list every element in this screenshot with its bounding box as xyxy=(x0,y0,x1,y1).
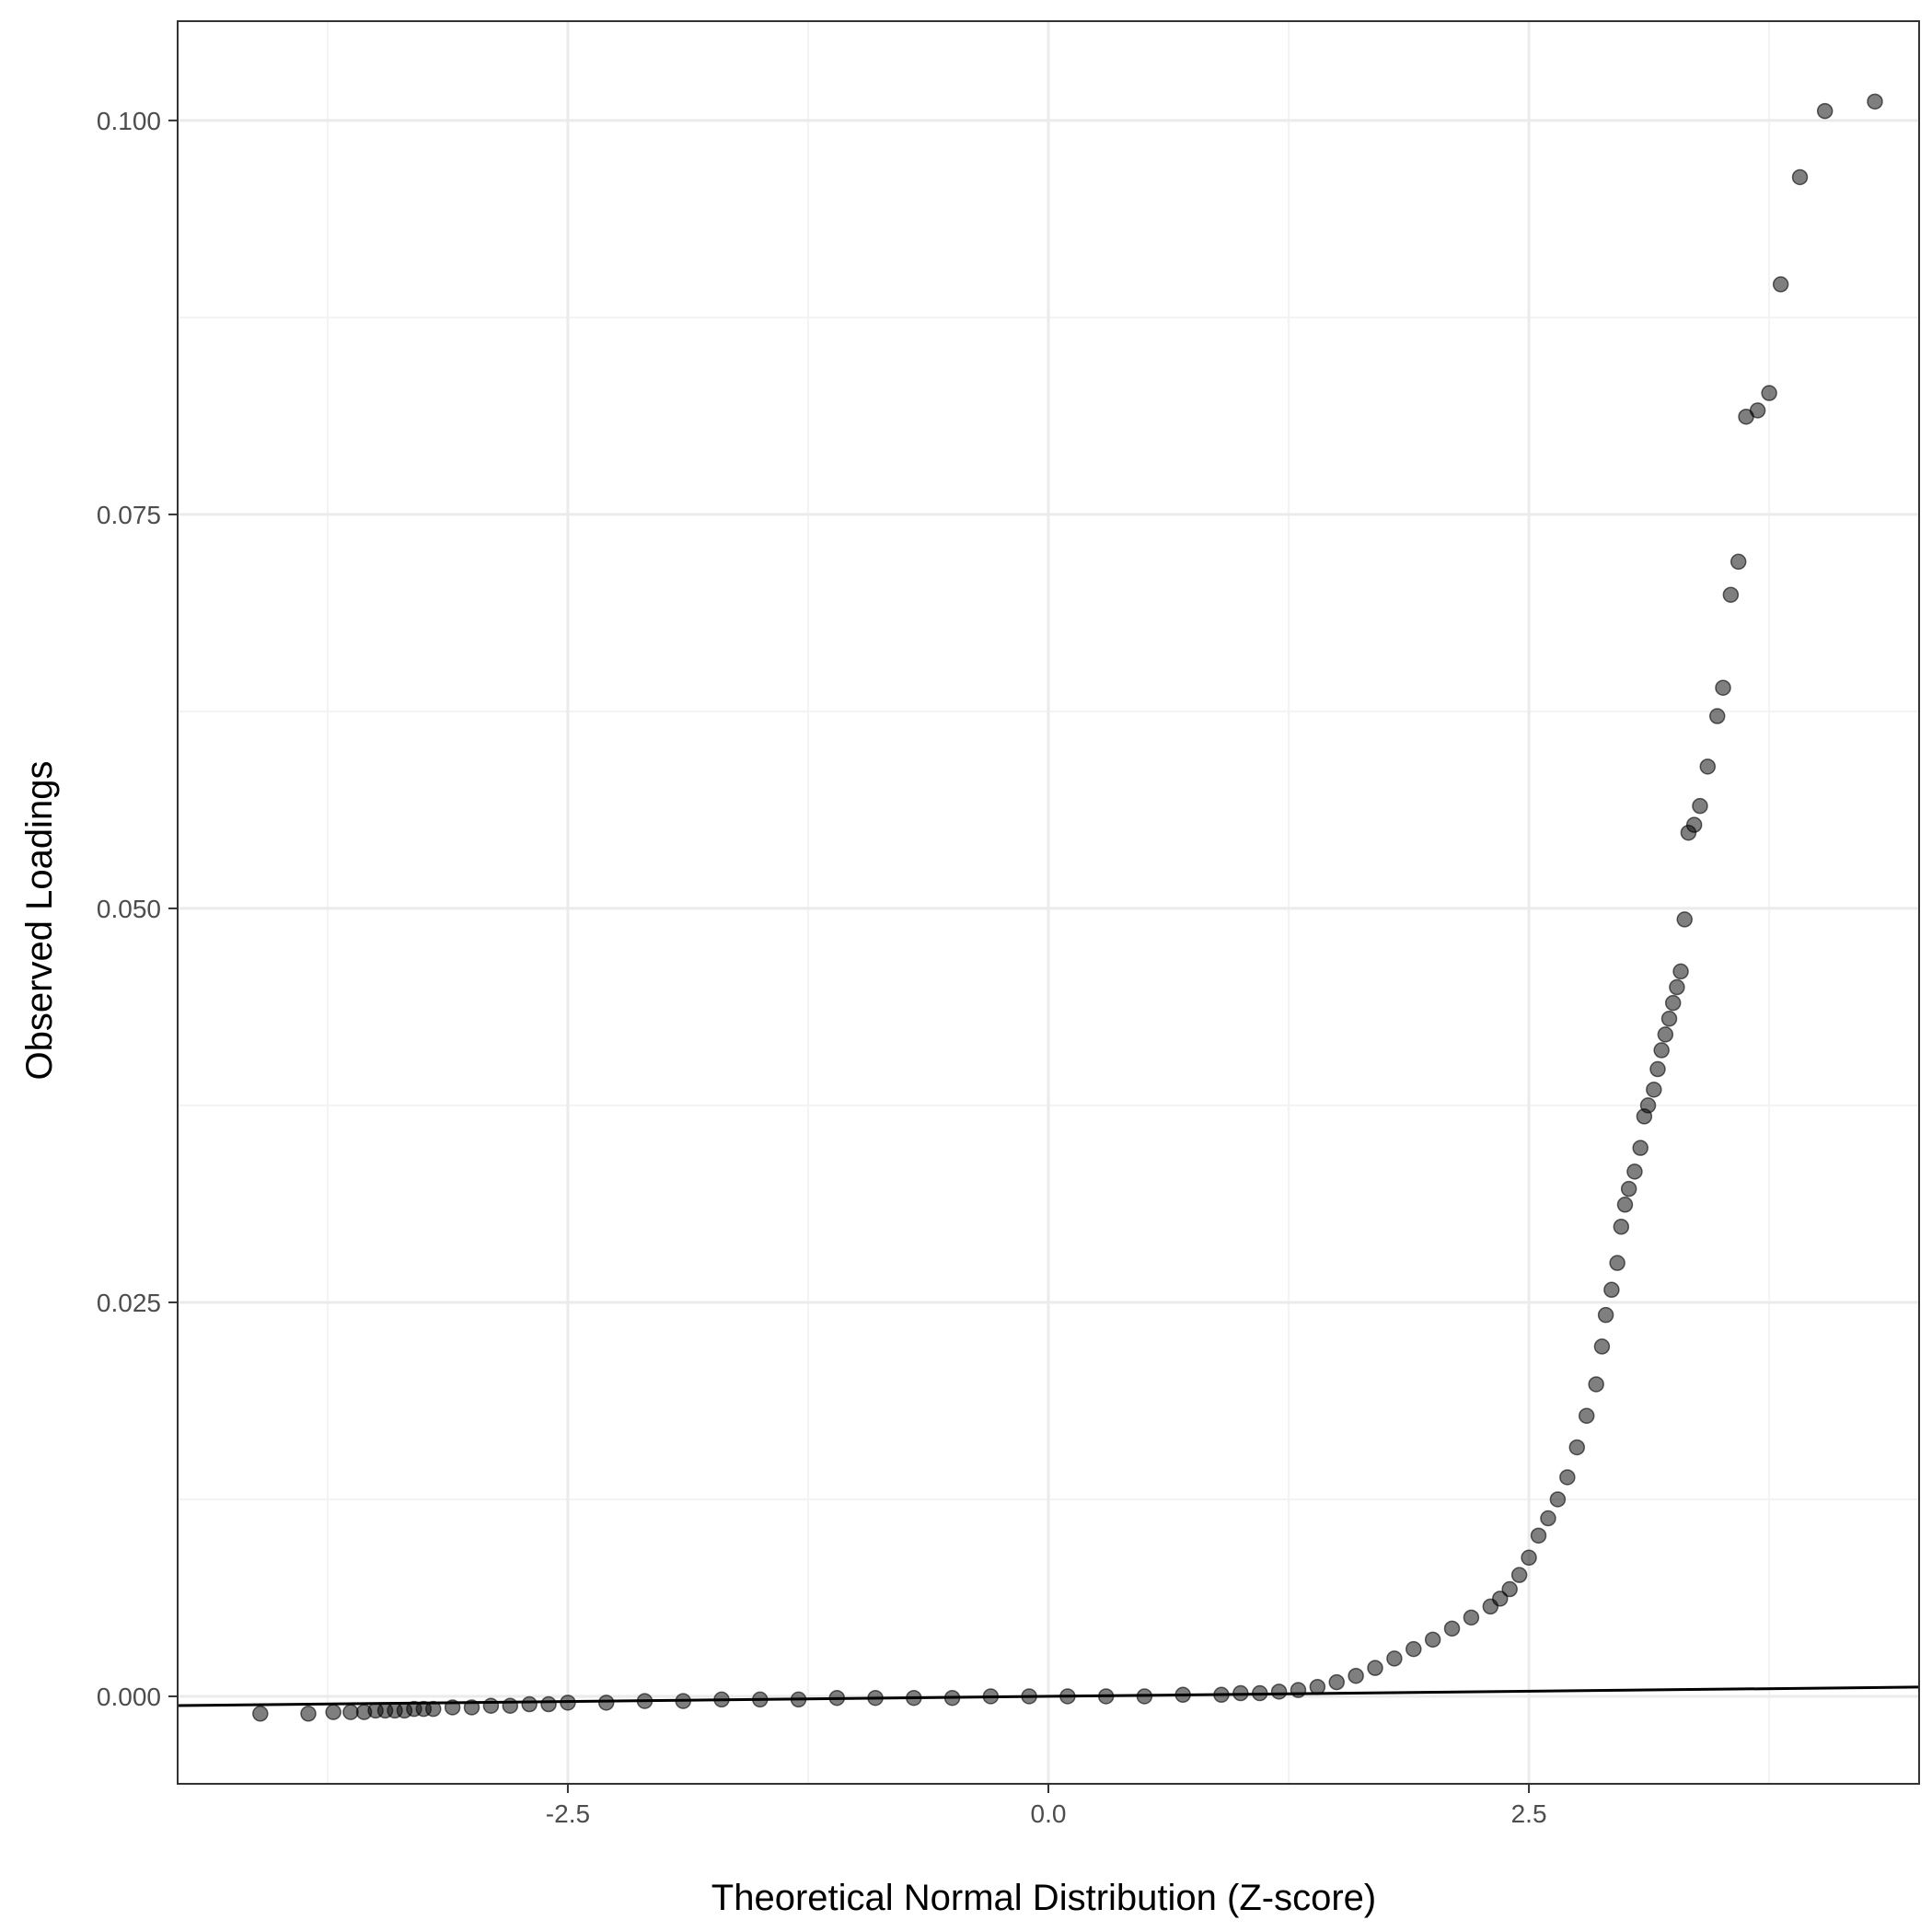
data-point xyxy=(521,1695,538,1713)
data-point xyxy=(1328,1673,1345,1691)
x-tick-label: -2.5 xyxy=(546,1799,590,1828)
data-point xyxy=(1715,679,1731,696)
data-point xyxy=(1609,1255,1625,1271)
data-point xyxy=(1492,1591,1509,1607)
data-point xyxy=(1791,168,1809,186)
y-axis-ticks: 0.000 0.025 0.050 0.075 0.100 xyxy=(97,107,178,1711)
data-point xyxy=(1578,1407,1595,1424)
x-tick-label: 0.0 xyxy=(1031,1799,1067,1828)
y-tick-label: 0.050 xyxy=(97,895,161,923)
data-point xyxy=(1632,1140,1649,1156)
data-point xyxy=(1386,1650,1403,1667)
x-tick-label: 2.5 xyxy=(1511,1799,1547,1828)
y-axis-title: Observed Loadings xyxy=(19,761,60,1081)
data-point xyxy=(1443,1620,1461,1637)
data-point xyxy=(1549,1491,1567,1508)
data-points xyxy=(252,93,1883,1722)
data-point xyxy=(1501,1580,1518,1598)
data-point xyxy=(325,1704,341,1720)
data-point xyxy=(1406,1640,1422,1658)
data-point xyxy=(1540,1510,1556,1527)
data-point xyxy=(1657,1026,1674,1043)
x-axis-ticks: -2.5 0.0 2.5 xyxy=(546,1784,1547,1828)
data-point xyxy=(1685,816,1703,833)
data-point xyxy=(1620,1180,1637,1197)
data-point xyxy=(300,1706,317,1722)
data-point xyxy=(1616,1197,1634,1213)
data-point xyxy=(1639,1097,1657,1114)
data-point xyxy=(1653,1042,1670,1059)
data-point xyxy=(1568,1439,1586,1456)
data-point xyxy=(1669,978,1685,996)
data-point xyxy=(1772,276,1789,293)
data-point xyxy=(1749,402,1766,419)
data-point xyxy=(1816,102,1834,120)
data-point xyxy=(1463,1609,1480,1626)
data-point xyxy=(1348,1667,1364,1684)
data-point xyxy=(1521,1549,1537,1567)
data-point xyxy=(1649,1060,1666,1078)
data-point xyxy=(1424,1631,1441,1649)
y-tick-label: 0.075 xyxy=(97,501,161,529)
data-point xyxy=(1672,963,1689,980)
data-point xyxy=(342,1704,359,1720)
data-point xyxy=(1613,1219,1630,1235)
data-point xyxy=(1867,93,1883,110)
data-point xyxy=(1290,1682,1307,1698)
data-point xyxy=(1593,1338,1611,1355)
data-point xyxy=(1646,1082,1662,1098)
data-point xyxy=(1559,1469,1576,1486)
data-point xyxy=(482,1697,500,1715)
data-point xyxy=(1761,385,1777,401)
data-point xyxy=(1603,1281,1620,1299)
data-point xyxy=(1626,1163,1643,1180)
data-point xyxy=(1692,797,1708,815)
data-point xyxy=(1530,1527,1547,1544)
data-point xyxy=(1730,553,1747,571)
data-point xyxy=(252,1706,269,1722)
y-tick-label: 0.025 xyxy=(97,1289,161,1317)
data-point xyxy=(1510,1567,1528,1583)
x-axis-title: Theoretical Normal Distribution (Z-score… xyxy=(711,1878,1376,1918)
data-point xyxy=(1676,911,1693,928)
data-point xyxy=(1722,586,1740,603)
data-point xyxy=(1660,1011,1678,1027)
data-point xyxy=(540,1695,557,1713)
y-tick-label: 0.100 xyxy=(97,107,161,135)
data-point xyxy=(1588,1376,1604,1393)
reference-line xyxy=(177,1685,1920,1707)
grid-major xyxy=(178,21,1919,1784)
data-point xyxy=(1597,1306,1614,1324)
data-point xyxy=(1270,1683,1288,1700)
data-point xyxy=(1664,994,1682,1012)
y-tick-label: 0.000 xyxy=(97,1683,161,1711)
data-point xyxy=(597,1695,615,1711)
data-point xyxy=(1699,758,1717,775)
data-point xyxy=(1367,1660,1383,1676)
data-point xyxy=(1708,708,1726,724)
